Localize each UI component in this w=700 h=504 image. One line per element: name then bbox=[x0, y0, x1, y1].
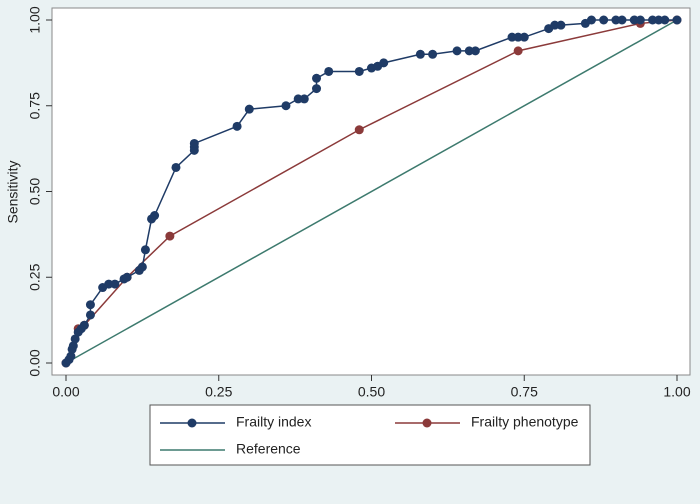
data-point bbox=[110, 279, 120, 289]
y-tick-label: 1.00 bbox=[27, 6, 43, 33]
y-tick-label: 0.50 bbox=[27, 178, 43, 205]
data-point bbox=[660, 15, 670, 25]
data-point bbox=[165, 231, 175, 241]
data-point bbox=[70, 334, 80, 344]
x-tick-label: 1.00 bbox=[663, 384, 690, 400]
data-point bbox=[354, 66, 364, 76]
data-point bbox=[452, 46, 462, 56]
data-point bbox=[312, 84, 322, 94]
legend-label: Reference bbox=[236, 441, 301, 457]
data-point bbox=[68, 341, 78, 351]
legend-marker bbox=[422, 418, 432, 428]
data-point bbox=[556, 20, 566, 30]
legend bbox=[149, 404, 591, 466]
legend-label: Frailty index bbox=[236, 414, 311, 430]
data-point bbox=[281, 101, 291, 111]
data-point bbox=[244, 104, 254, 114]
data-point bbox=[379, 58, 389, 68]
data-point bbox=[140, 245, 150, 255]
data-point bbox=[85, 300, 95, 310]
data-point bbox=[599, 15, 609, 25]
data-point bbox=[324, 66, 334, 76]
data-point bbox=[586, 15, 596, 25]
series-line bbox=[65, 19, 678, 364]
data-point bbox=[617, 15, 627, 25]
y-tick-label: 0.00 bbox=[27, 349, 43, 376]
data-point bbox=[415, 49, 425, 59]
data-point bbox=[635, 15, 645, 25]
y-tick-label: 0.75 bbox=[27, 92, 43, 119]
data-point bbox=[428, 49, 438, 59]
legend-marker bbox=[187, 418, 197, 428]
data-point bbox=[672, 15, 682, 25]
data-point bbox=[122, 272, 132, 282]
data-point bbox=[137, 262, 147, 272]
data-point bbox=[189, 138, 199, 148]
x-tick-label: 0.75 bbox=[511, 384, 538, 400]
data-point bbox=[171, 162, 181, 172]
data-point bbox=[312, 73, 322, 83]
data-point bbox=[354, 125, 364, 135]
data-point bbox=[519, 32, 529, 42]
x-tick-label: 0.50 bbox=[358, 384, 385, 400]
y-tick-label: 0.25 bbox=[27, 263, 43, 290]
data-point bbox=[79, 320, 89, 330]
legend-label: Frailty phenotype bbox=[471, 414, 579, 430]
data-point bbox=[150, 211, 160, 221]
data-point bbox=[299, 94, 309, 104]
x-tick-label: 0.00 bbox=[52, 384, 79, 400]
data-point bbox=[470, 46, 480, 56]
y-axis-label: Sensitivity bbox=[5, 160, 21, 223]
data-point bbox=[232, 121, 242, 131]
data-point bbox=[85, 310, 95, 320]
x-tick-label: 0.25 bbox=[205, 384, 232, 400]
data-point bbox=[66, 351, 76, 361]
data-point bbox=[513, 46, 523, 56]
